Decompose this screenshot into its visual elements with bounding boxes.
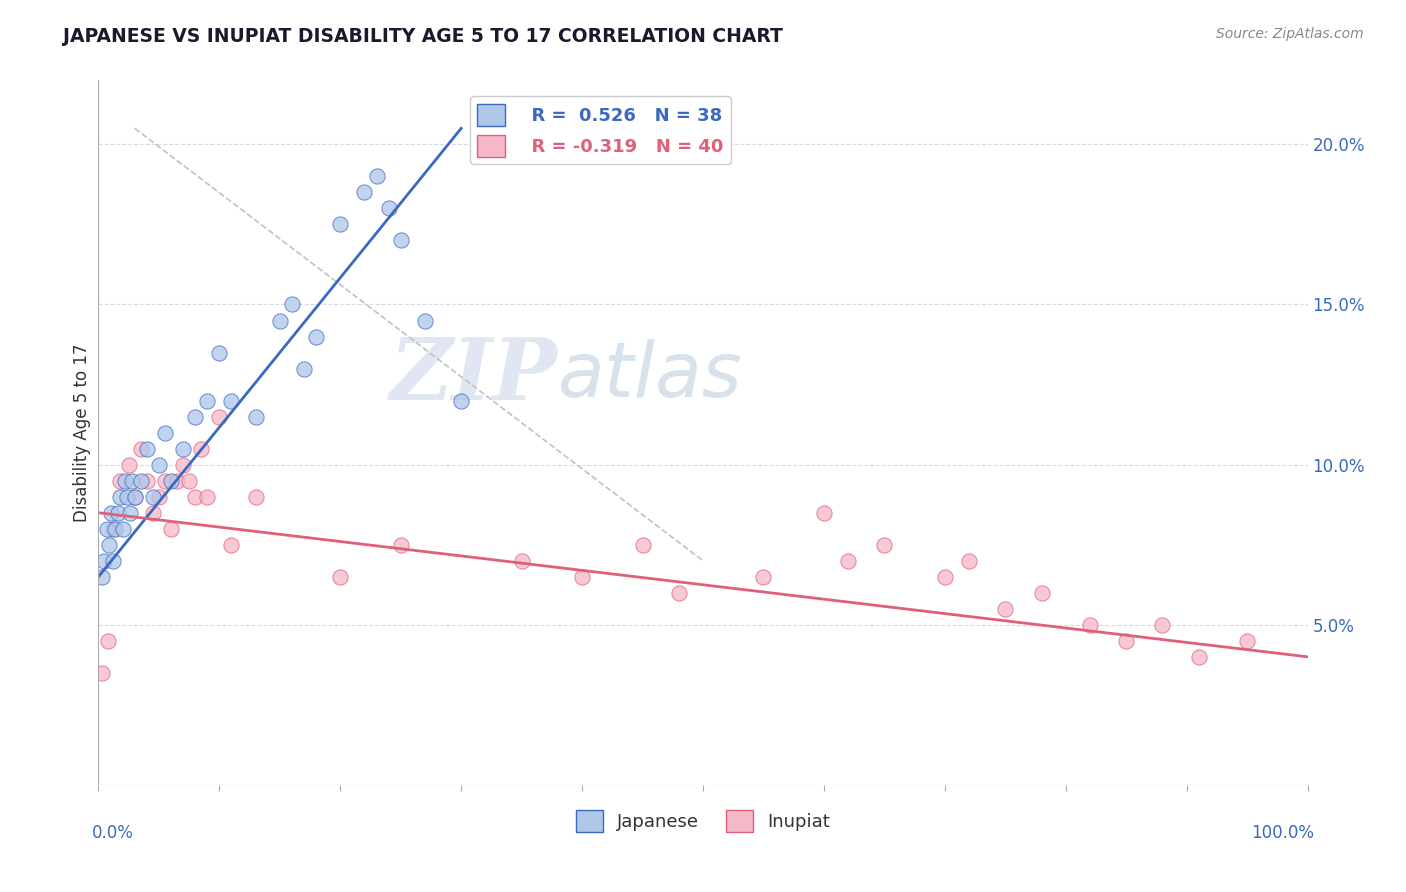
Point	[221, 393, 243, 408]
Point	[1115, 633, 1137, 648]
Point	[1078, 617, 1101, 632]
Point	[160, 474, 183, 488]
Point	[195, 490, 218, 504]
Point	[91, 665, 114, 680]
Point	[837, 554, 859, 568]
Point	[111, 522, 134, 536]
Point	[1152, 617, 1174, 632]
Text: 100.0%: 100.0%	[1250, 823, 1313, 842]
Point	[117, 490, 139, 504]
Point	[135, 474, 157, 488]
Point	[118, 506, 141, 520]
Point	[91, 570, 114, 584]
Point	[571, 570, 593, 584]
Point	[450, 393, 472, 408]
Point	[108, 490, 131, 504]
Point	[124, 490, 146, 504]
Point	[413, 313, 436, 327]
Point	[1188, 649, 1211, 664]
Point	[292, 361, 315, 376]
Point	[172, 442, 194, 456]
Point	[160, 522, 183, 536]
Point	[752, 570, 775, 584]
Point	[190, 442, 212, 456]
Point	[101, 522, 124, 536]
Point	[366, 169, 388, 184]
Point	[142, 506, 165, 520]
Point	[121, 474, 143, 488]
Point	[208, 345, 231, 359]
Point	[245, 490, 267, 504]
Point	[305, 329, 328, 343]
Point	[129, 474, 152, 488]
Point	[1031, 586, 1053, 600]
Point	[281, 297, 304, 311]
Point	[873, 538, 896, 552]
Text: JAPANESE VS INUPIAT DISABILITY AGE 5 TO 17 CORRELATION CHART: JAPANESE VS INUPIAT DISABILITY AGE 5 TO …	[63, 27, 783, 45]
Point	[994, 601, 1017, 615]
Point	[142, 490, 165, 504]
Point	[353, 186, 375, 200]
Point	[245, 409, 267, 424]
Point	[148, 490, 170, 504]
Point	[124, 490, 146, 504]
Point	[510, 554, 533, 568]
Point	[97, 633, 120, 648]
Point	[329, 570, 352, 584]
Point	[107, 506, 129, 520]
Point	[221, 538, 243, 552]
Point	[195, 393, 218, 408]
Text: ZIP: ZIP	[389, 334, 558, 418]
Point	[179, 474, 201, 488]
Point	[129, 442, 152, 456]
Point	[389, 234, 412, 248]
Point	[93, 554, 115, 568]
Point	[1236, 633, 1258, 648]
Point	[957, 554, 980, 568]
Point	[101, 554, 124, 568]
Text: atlas: atlas	[558, 339, 742, 413]
Point	[135, 442, 157, 456]
Point	[184, 490, 207, 504]
Point	[208, 409, 231, 424]
Point	[100, 506, 122, 520]
Text: Source: ZipAtlas.com: Source: ZipAtlas.com	[1216, 27, 1364, 41]
Point	[148, 458, 170, 472]
Legend: Japanese, Inupiat: Japanese, Inupiat	[568, 803, 838, 839]
Point	[172, 458, 194, 472]
Point	[813, 506, 835, 520]
Point	[104, 522, 127, 536]
Point	[153, 474, 176, 488]
Point	[934, 570, 956, 584]
Point	[166, 474, 188, 488]
Point	[98, 538, 121, 552]
Point	[114, 474, 136, 488]
Point	[153, 425, 176, 440]
Point	[668, 586, 690, 600]
Point	[389, 538, 412, 552]
Point	[329, 218, 352, 232]
Point	[108, 474, 131, 488]
Point	[96, 522, 118, 536]
Point	[631, 538, 654, 552]
Point	[118, 458, 141, 472]
Point	[269, 313, 291, 327]
Point	[377, 202, 399, 216]
Point	[184, 409, 207, 424]
Y-axis label: Disability Age 5 to 17: Disability Age 5 to 17	[73, 343, 91, 522]
Text: 0.0%: 0.0%	[93, 823, 134, 842]
